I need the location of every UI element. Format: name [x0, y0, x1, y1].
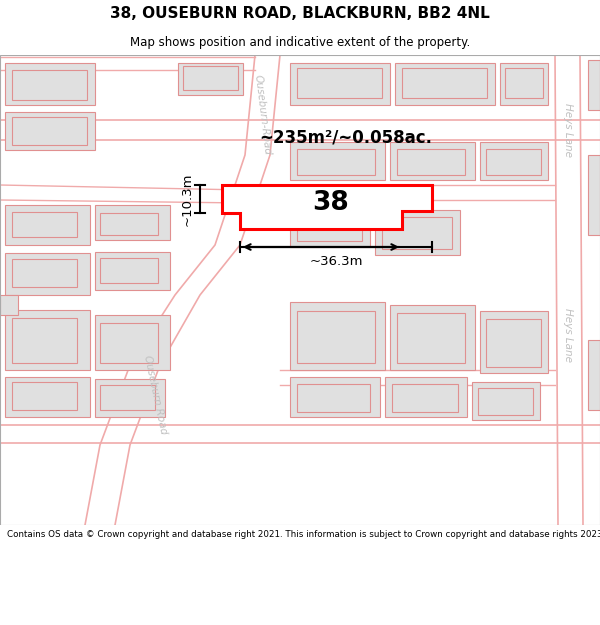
Bar: [12, 117, 87, 145]
Bar: [290, 202, 370, 247]
Bar: [402, 68, 487, 98]
Bar: [100, 213, 158, 235]
Bar: [397, 149, 465, 175]
Text: ~36.3m: ~36.3m: [309, 255, 363, 268]
Bar: [375, 210, 460, 255]
Bar: [12, 212, 77, 237]
Bar: [178, 63, 243, 95]
Bar: [392, 384, 458, 412]
Bar: [100, 258, 158, 283]
Bar: [390, 305, 475, 370]
Bar: [290, 142, 385, 180]
Bar: [95, 315, 170, 370]
Bar: [505, 68, 543, 98]
Bar: [297, 149, 375, 175]
Bar: [290, 302, 385, 370]
Bar: [297, 209, 362, 241]
Bar: [397, 313, 465, 363]
Bar: [297, 68, 382, 98]
Bar: [588, 340, 600, 410]
Bar: [12, 70, 87, 100]
Bar: [0, 295, 18, 315]
Bar: [5, 310, 90, 370]
Bar: [500, 63, 548, 105]
Bar: [382, 217, 452, 249]
Text: Heys Lane: Heys Lane: [563, 308, 573, 362]
Text: 38: 38: [313, 190, 349, 216]
Bar: [588, 155, 600, 235]
Bar: [395, 63, 495, 105]
Bar: [297, 311, 375, 363]
Text: ~235m²/~0.058ac.: ~235m²/~0.058ac.: [260, 128, 433, 146]
Bar: [5, 253, 90, 295]
Text: 38, OUSEBURN ROAD, BLACKBURN, BB2 4NL: 38, OUSEBURN ROAD, BLACKBURN, BB2 4NL: [110, 6, 490, 21]
Bar: [183, 66, 238, 90]
Bar: [390, 142, 475, 180]
Text: Map shows position and indicative extent of the property.: Map shows position and indicative extent…: [130, 36, 470, 49]
Bar: [290, 63, 390, 105]
Bar: [12, 318, 77, 363]
Bar: [480, 311, 548, 373]
Bar: [480, 142, 548, 180]
Bar: [100, 323, 158, 363]
Bar: [486, 149, 541, 175]
Text: Contains OS data © Crown copyright and database right 2021. This information is : Contains OS data © Crown copyright and d…: [7, 530, 600, 539]
Text: Ouseburn Road: Ouseburn Road: [142, 354, 168, 436]
Bar: [12, 382, 77, 410]
Bar: [478, 388, 533, 415]
Bar: [5, 63, 95, 105]
Text: Heys Lane: Heys Lane: [563, 103, 573, 157]
Bar: [95, 252, 170, 290]
Bar: [100, 385, 155, 410]
Bar: [486, 319, 541, 367]
Bar: [12, 259, 77, 287]
Bar: [588, 60, 600, 110]
Text: Ouseburn-Road: Ouseburn-Road: [252, 74, 272, 156]
Text: ~10.3m: ~10.3m: [181, 173, 194, 226]
Bar: [385, 377, 467, 417]
Bar: [5, 377, 90, 417]
Bar: [95, 379, 165, 417]
Polygon shape: [222, 185, 432, 229]
Bar: [95, 205, 170, 240]
Bar: [472, 382, 540, 420]
Bar: [5, 205, 90, 245]
Bar: [290, 377, 380, 417]
Bar: [5, 112, 95, 150]
Bar: [297, 384, 370, 412]
